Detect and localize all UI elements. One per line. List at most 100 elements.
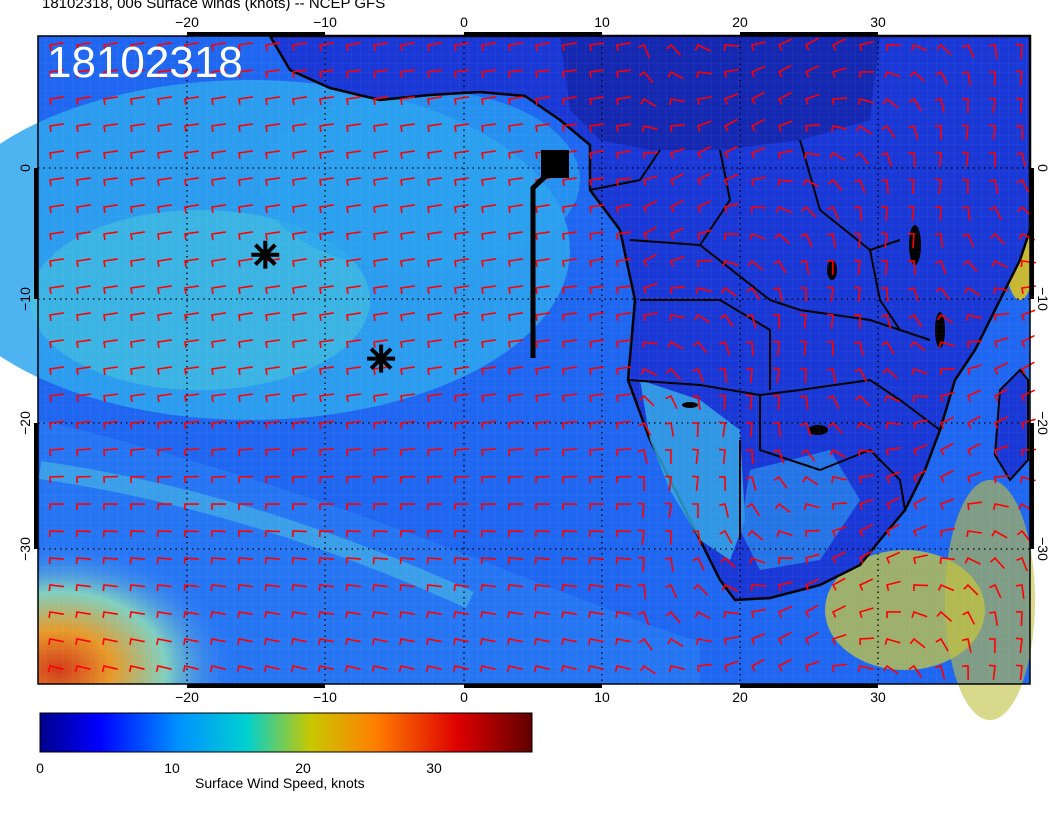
wind-barb	[776, 529, 793, 537]
wind-barb	[400, 42, 415, 52]
wind-barb	[664, 557, 674, 572]
wind-barb	[880, 232, 888, 249]
wind-barb	[508, 177, 523, 187]
wind-barb	[589, 96, 604, 106]
wind-barb	[481, 123, 496, 133]
wind-barb	[184, 312, 199, 322]
lat-labels-right: 0 −10 −20 −30	[1035, 164, 1051, 561]
wind-barb	[184, 503, 200, 510]
wind-barb	[745, 394, 753, 411]
wind-barb	[49, 204, 64, 214]
wind-barb	[799, 395, 809, 411]
wind-barb	[829, 448, 846, 458]
wind-barb	[962, 43, 975, 59]
wind-barb	[615, 638, 631, 646]
wind-barb	[454, 177, 469, 187]
wind-barb	[827, 205, 840, 221]
lon-tick-label: −20	[175, 14, 199, 30]
wind-barb	[103, 42, 118, 52]
wind-barb	[508, 285, 523, 295]
wind-barb	[319, 366, 334, 376]
wind-barb	[774, 502, 791, 514]
wind-barb	[1015, 664, 1023, 680]
wind-barb	[697, 663, 712, 673]
wind-barb	[103, 393, 119, 403]
wind-barb	[669, 98, 685, 106]
wind-barb	[534, 530, 551, 538]
wind-barb	[507, 611, 523, 619]
wind-barb	[480, 530, 497, 538]
wind-barb	[481, 366, 496, 376]
wind-barb	[481, 69, 496, 79]
wind-barb	[772, 394, 780, 411]
wind-barb	[76, 366, 91, 376]
wind-barb	[184, 150, 199, 160]
wind-barb	[454, 150, 469, 160]
wind-barb	[561, 638, 577, 646]
wind-barb	[76, 448, 92, 457]
wind-barb	[939, 469, 954, 483]
wind-barb	[346, 150, 361, 160]
wind-barb	[939, 416, 955, 429]
wind-barb	[638, 637, 653, 651]
wind-barb	[723, 118, 738, 132]
wind-barb	[805, 553, 820, 565]
wind-barb	[346, 448, 362, 457]
lat-tick-label: −10	[17, 287, 33, 311]
wind-barb	[319, 339, 334, 349]
wind-barb	[562, 420, 577, 430]
wind-barb	[210, 584, 226, 592]
lon-tick-label: 30	[870, 689, 886, 705]
wind-barb	[535, 69, 550, 79]
wind-barb	[184, 204, 199, 214]
wind-barb	[746, 286, 761, 301]
wind-barb	[669, 199, 684, 213]
wind-barb	[346, 393, 362, 403]
wind-barb	[724, 202, 739, 213]
wind-barb	[913, 584, 929, 592]
wind-barb	[508, 312, 523, 322]
wind-barb	[777, 631, 792, 645]
wind-barb	[907, 232, 915, 249]
wind-barb	[292, 177, 307, 187]
wind-barb	[750, 147, 766, 159]
wind-barb	[936, 43, 952, 56]
wind-barb	[481, 420, 496, 430]
wind-barb	[184, 448, 200, 457]
wind-barb	[76, 312, 91, 322]
wind-barb	[535, 285, 550, 295]
wind-barb	[724, 68, 739, 79]
wind-barb	[481, 150, 496, 160]
wind-barb	[853, 314, 861, 330]
wind-barb	[103, 503, 119, 510]
wind-barb	[1015, 70, 1023, 87]
wind-barb	[535, 420, 550, 430]
wind-barb	[346, 177, 361, 187]
wind-barb	[750, 91, 765, 105]
wind-barb	[76, 339, 91, 349]
wind-barb	[372, 584, 388, 592]
wind-barb	[691, 475, 699, 491]
wind-barb	[1015, 97, 1023, 113]
wind-barb	[909, 340, 926, 352]
wind-barb	[641, 125, 658, 132]
wind-barb	[936, 313, 953, 324]
wind-barb	[49, 150, 64, 160]
wind-barb	[454, 42, 469, 52]
wind-barb	[668, 665, 685, 672]
wind-barb	[588, 638, 604, 646]
wind-barb	[615, 584, 631, 592]
wind-barb	[319, 150, 334, 160]
wind-barb	[373, 96, 388, 106]
wind-barb	[589, 123, 604, 133]
wind-barb	[454, 312, 469, 322]
wind-barb	[291, 584, 307, 592]
wind-barb	[426, 530, 443, 538]
wind-barb	[427, 204, 442, 214]
wind-barb	[667, 70, 684, 80]
wind-barb	[130, 448, 146, 457]
wind-barb	[988, 638, 996, 654]
wind-barb	[562, 503, 578, 510]
wind-barb	[454, 231, 469, 241]
wind-barb	[48, 530, 65, 538]
